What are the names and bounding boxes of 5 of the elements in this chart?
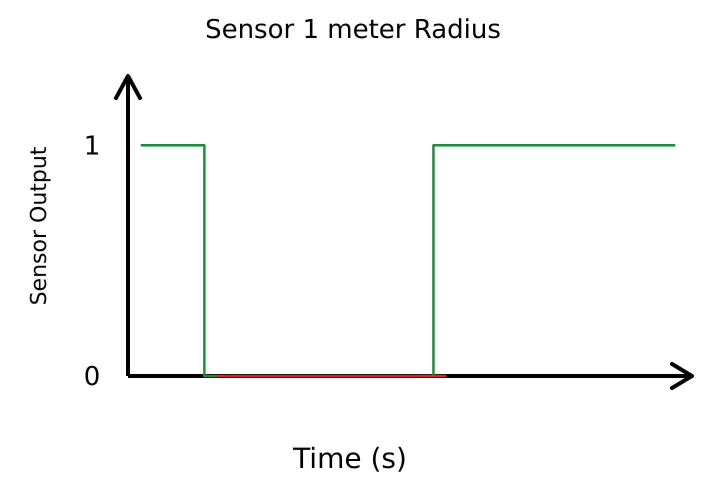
- y-tick-label: 0: [84, 362, 100, 392]
- y-tick-label: 1: [84, 131, 100, 162]
- x-axis-title: Time (s): [292, 442, 407, 475]
- chart-title: Sensor 1 meter Radius: [205, 15, 501, 45]
- y-axis-title: Sensor Output: [27, 146, 52, 306]
